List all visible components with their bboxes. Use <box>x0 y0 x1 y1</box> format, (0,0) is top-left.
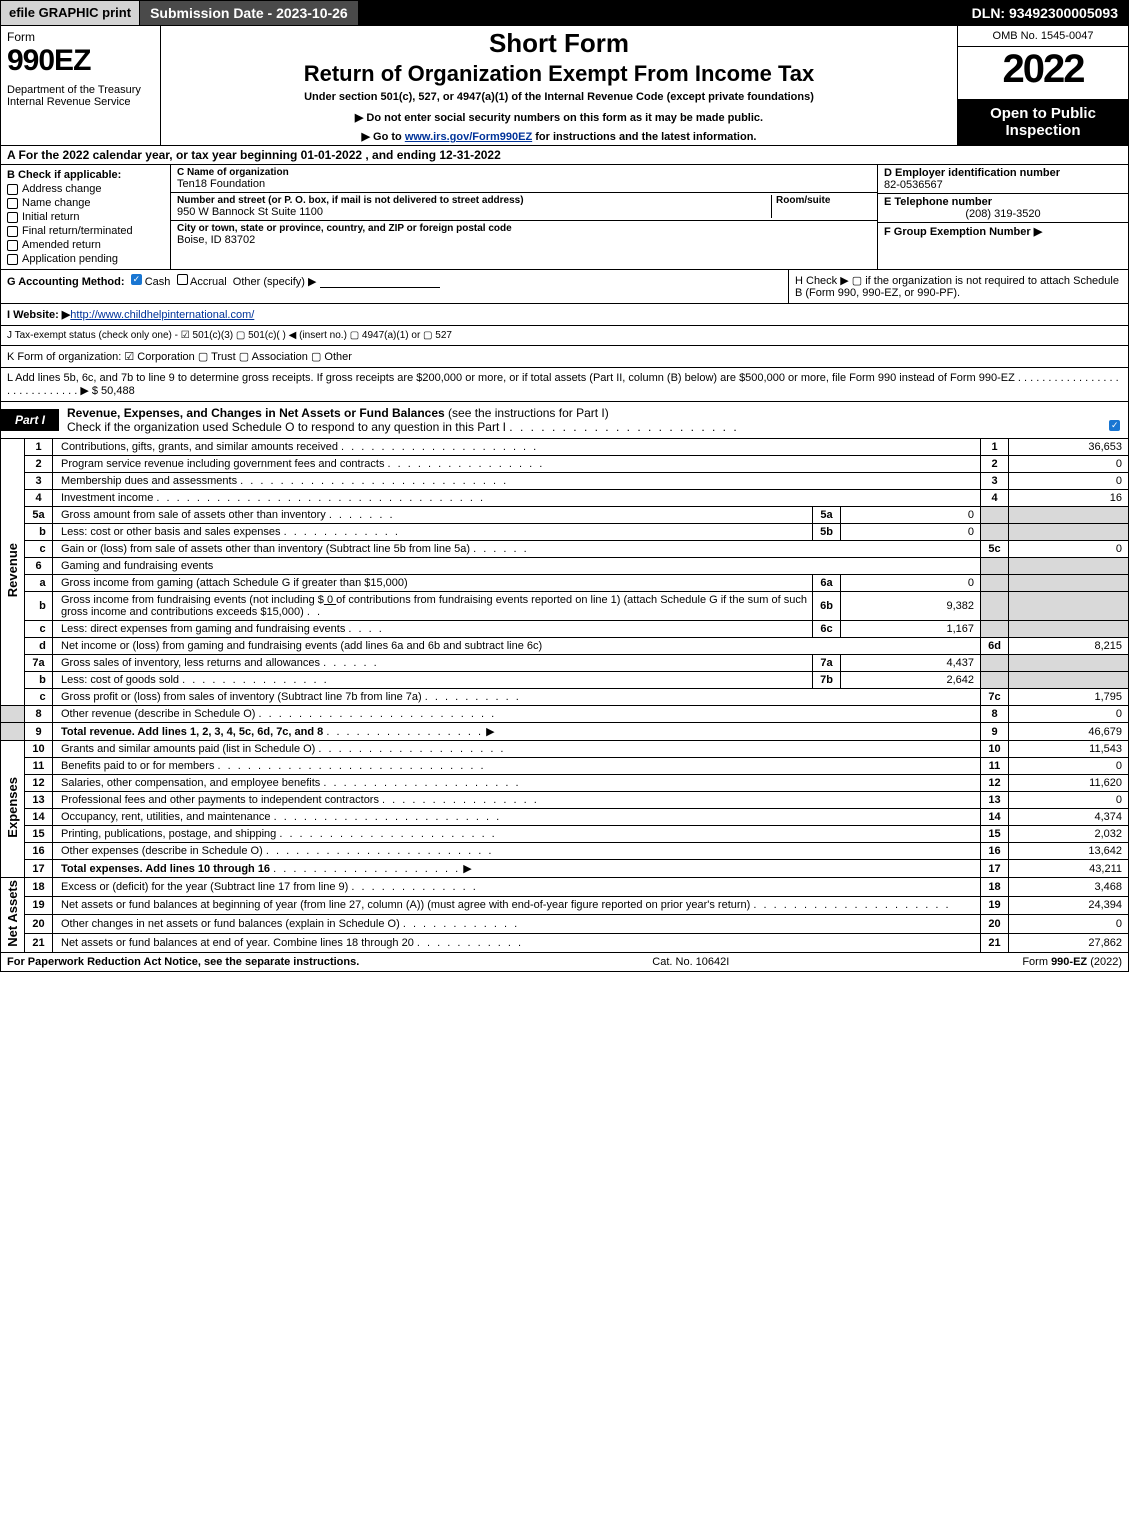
part-i-title: Revenue, Expenses, and Changes in Net As… <box>67 406 445 420</box>
row-g-h: G Accounting Method: Cash Accrual Other … <box>0 270 1129 304</box>
org-address: 950 W Bannock St Suite 1100 <box>177 206 771 218</box>
line-j: J Tax-exempt status (check only one) - ☑… <box>0 326 1129 346</box>
e-phone-label: E Telephone number <box>884 196 1122 208</box>
line-l: L Add lines 5b, 6c, and 7b to line 9 to … <box>0 368 1129 402</box>
org-city: Boise, ID 83702 <box>177 234 871 246</box>
b-header: B Check if applicable: <box>7 169 164 181</box>
line-a: A For the 2022 calendar year, or tax yea… <box>0 146 1129 165</box>
block-b-c-d-e-f: B Check if applicable: Address change Na… <box>0 165 1129 270</box>
ein: 82-0536567 <box>884 179 1122 191</box>
section-c: C Name of organization Ten18 Foundation … <box>171 165 878 269</box>
open-to-public: Open to Public Inspection <box>958 99 1128 145</box>
department: Department of the Treasury Internal Reve… <box>7 84 154 108</box>
top-bar: efile GRAPHIC print Submission Date - 20… <box>0 0 1129 26</box>
submission-date: Submission Date - 2023-10-26 <box>140 1 358 25</box>
h-text: H Check ▶ ▢ if the organization is not r… <box>788 270 1128 303</box>
c-addr-label: Number and street (or P. O. box, if mail… <box>177 195 771 206</box>
chk-name-change[interactable] <box>7 198 18 209</box>
tax-year: 2022 <box>958 47 1128 92</box>
part-i-check: Check if the organization used Schedule … <box>67 420 506 434</box>
section-b: B Check if applicable: Address change Na… <box>1 165 171 269</box>
expenses-sidelabel: Expenses <box>1 741 25 878</box>
omb-number: OMB No. 1545-0047 <box>958 26 1128 47</box>
line-k: K Form of organization: ☑ Corporation ▢ … <box>0 346 1129 368</box>
efile-print-button[interactable]: efile GRAPHIC print <box>1 1 140 25</box>
website-link[interactable]: http://www.childhelpinternational.com/ <box>70 309 254 321</box>
chk-amended[interactable] <box>7 240 18 251</box>
chk-application-pending[interactable] <box>7 254 18 265</box>
part-i-tag: Part I <box>1 409 59 431</box>
chk-final-return[interactable] <box>7 226 18 237</box>
chk-cash[interactable] <box>131 274 142 285</box>
page-footer: For Paperwork Reduction Act Notice, see … <box>0 953 1129 972</box>
revenue-sidelabel: Revenue <box>1 439 25 706</box>
d-ein-label: D Employer identification number <box>884 167 1122 179</box>
form-word: Form <box>7 30 154 44</box>
g-label: G Accounting Method: <box>7 276 125 288</box>
net-assets-table: Net Assets 18Excess or (deficit) for the… <box>0 878 1129 953</box>
footer-left: For Paperwork Reduction Act Notice, see … <box>7 956 359 968</box>
part-i-header: Part I Revenue, Expenses, and Changes in… <box>0 402 1129 439</box>
footer-form: Form 990-EZ (2022) <box>1022 956 1122 968</box>
other-specify-field[interactable] <box>320 276 440 288</box>
c-city-label: City or town, state or province, country… <box>177 223 871 234</box>
room-suite-label: Room/suite <box>776 195 871 206</box>
phone: (208) 319-3520 <box>884 208 1122 220</box>
net-assets-sidelabel: Net Assets <box>1 878 25 952</box>
form-number: 990EZ <box>7 44 154 78</box>
donot-note: ▶ Do not enter social security numbers o… <box>167 111 951 124</box>
chk-address-change[interactable] <box>7 184 18 195</box>
line-i: I Website: ▶http://www.childhelpinternat… <box>0 304 1129 326</box>
dln: DLN: 93492300005093 <box>962 1 1128 25</box>
goto-note: ▶ Go to www.irs.gov/Form990EZ for instru… <box>167 130 951 143</box>
part-i-sub: (see the instructions for Part I) <box>448 406 609 420</box>
short-form-title: Short Form <box>167 28 951 59</box>
f-group-label: F Group Exemption Number ▶ <box>884 225 1122 238</box>
irs-link[interactable]: www.irs.gov/Form990EZ <box>405 131 532 143</box>
org-name: Ten18 Foundation <box>177 178 871 190</box>
revenue-table: Revenue 1Contributions, gifts, grants, a… <box>0 439 1129 741</box>
expenses-table: Expenses 10Grants and similar amounts pa… <box>0 741 1129 878</box>
section-d-e-f: D Employer identification number 82-0536… <box>878 165 1128 269</box>
chk-initial-return[interactable] <box>7 212 18 223</box>
return-title: Return of Organization Exempt From Incom… <box>167 61 951 87</box>
form-header: Form 990EZ Department of the Treasury In… <box>0 26 1129 146</box>
under-section: Under section 501(c), 527, or 4947(a)(1)… <box>167 91 951 103</box>
chk-accrual[interactable] <box>177 274 188 285</box>
footer-catno: Cat. No. 10642I <box>359 956 1022 968</box>
chk-schedule-o[interactable] <box>1109 420 1120 431</box>
c-name-label: C Name of organization <box>177 167 871 178</box>
